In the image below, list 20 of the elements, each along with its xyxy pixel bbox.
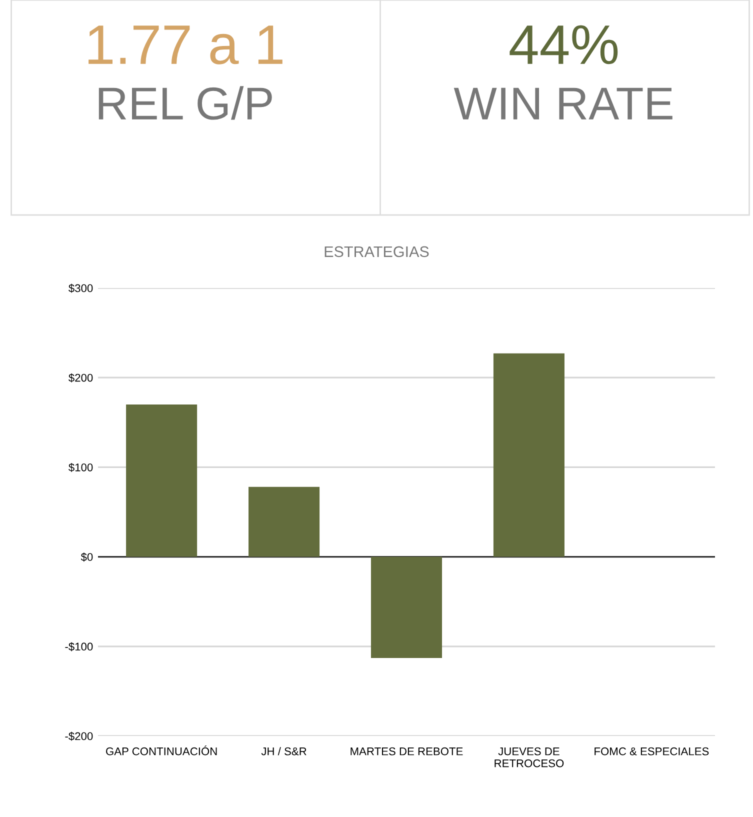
text: REL G/P — [98, 86, 272, 120]
x-tick-label: JH / S&R — [261, 747, 306, 756]
y-tick-label: $0 — [80, 552, 93, 562]
bar — [370, 556, 442, 658]
x-tick-label: FOMC & ESPECIALES — [594, 747, 709, 756]
text: 44% — [510, 25, 618, 64]
y-tick-label: $300 — [68, 284, 93, 293]
y-tick-label: $200 — [68, 373, 93, 382]
y-tick-label: -$200 — [65, 732, 93, 741]
x-tick-label: GAP CONTINUACIÓN — [106, 746, 217, 756]
text: 1.77 a 1 — [88, 26, 282, 64]
chart-title: ESTRATEGIAS — [324, 246, 429, 258]
text: WIN RATE — [454, 88, 672, 120]
bar — [126, 404, 198, 557]
y-tick-label: -$100 — [65, 642, 93, 652]
x-tick-label: JUEVES DE RETROCESO — [494, 747, 564, 768]
y-tick-label: $100 — [68, 463, 93, 472]
x-tick-label: MARTES DE REBOTE — [350, 747, 463, 756]
bar — [248, 486, 320, 557]
bar — [493, 353, 564, 557]
